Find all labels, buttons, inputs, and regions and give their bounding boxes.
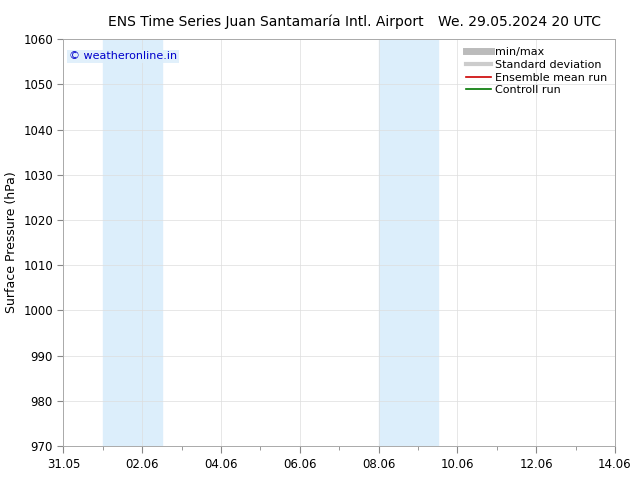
Text: ENS Time Series Juan Santamaría Intl. Airport: ENS Time Series Juan Santamaría Intl. Ai… bbox=[108, 15, 424, 29]
Legend: min/max, Standard deviation, Ensemble mean run, Controll run: min/max, Standard deviation, Ensemble me… bbox=[464, 45, 609, 98]
Y-axis label: Surface Pressure (hPa): Surface Pressure (hPa) bbox=[4, 172, 18, 314]
Bar bbox=[378, 39, 437, 446]
Bar bbox=[103, 39, 162, 446]
Text: We. 29.05.2024 20 UTC: We. 29.05.2024 20 UTC bbox=[438, 15, 602, 29]
Text: © weatheronline.in: © weatheronline.in bbox=[69, 51, 177, 61]
